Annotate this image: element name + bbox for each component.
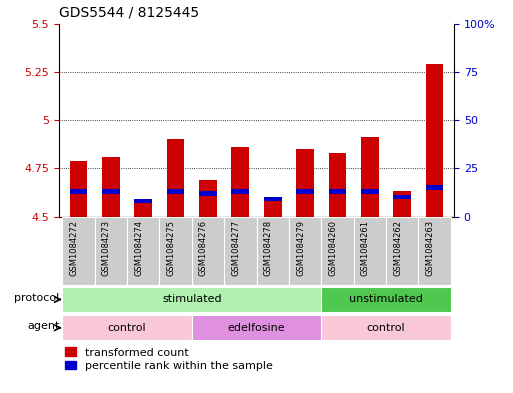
Bar [94,217,127,285]
Bar [321,315,451,340]
Bar [62,315,192,340]
Bar [70,189,87,194]
Bar [199,180,217,217]
Text: control: control [367,323,405,333]
Bar [296,189,314,194]
Text: GSM1084279: GSM1084279 [296,220,305,276]
Bar [160,217,192,285]
Text: GSM1084272: GSM1084272 [69,220,78,276]
Bar [62,287,321,312]
Bar [361,189,379,194]
Bar [102,157,120,217]
Bar [192,315,321,340]
Text: stimulated: stimulated [162,294,222,305]
Bar [127,217,160,285]
Bar [321,287,451,312]
Text: protocol: protocol [14,293,60,303]
Bar [102,189,120,194]
Bar [393,195,411,199]
Text: GSM1084276: GSM1084276 [199,220,208,276]
Text: agent: agent [27,321,60,331]
Bar [264,197,282,217]
Text: edelfosine: edelfosine [228,323,285,333]
Legend: transformed count, percentile rank within the sample: transformed count, percentile rank withi… [65,347,272,371]
Text: GSM1084273: GSM1084273 [102,220,111,276]
Bar [256,217,289,285]
Bar [224,217,256,285]
Bar [289,217,321,285]
Text: GSM1084277: GSM1084277 [231,220,240,276]
Bar [419,217,451,285]
Text: control: control [108,323,146,333]
Bar [167,189,185,194]
Bar [264,197,282,201]
Bar [134,199,152,203]
Text: GSM1084262: GSM1084262 [393,220,402,276]
Bar [199,191,217,195]
Bar [426,185,443,190]
Text: GSM1084263: GSM1084263 [426,220,435,276]
Bar [134,203,152,217]
Bar [361,138,379,217]
Bar [167,140,185,217]
Text: GSM1084261: GSM1084261 [361,220,370,276]
Bar [321,217,353,285]
Text: GDS5544 / 8125445: GDS5544 / 8125445 [59,6,199,20]
Text: GSM1084275: GSM1084275 [167,220,175,276]
Bar [386,217,419,285]
Bar [231,147,249,217]
Bar [231,189,249,194]
Bar [328,189,346,194]
Bar [192,217,224,285]
Bar [426,64,443,217]
Text: unstimulated: unstimulated [349,294,423,305]
Bar [328,153,346,217]
Bar [353,217,386,285]
Bar [62,217,94,285]
Bar [70,161,87,217]
Text: GSM1084274: GSM1084274 [134,220,143,276]
Text: GSM1084278: GSM1084278 [264,220,273,276]
Bar [296,149,314,217]
Text: GSM1084260: GSM1084260 [328,220,338,276]
Bar [393,191,411,217]
